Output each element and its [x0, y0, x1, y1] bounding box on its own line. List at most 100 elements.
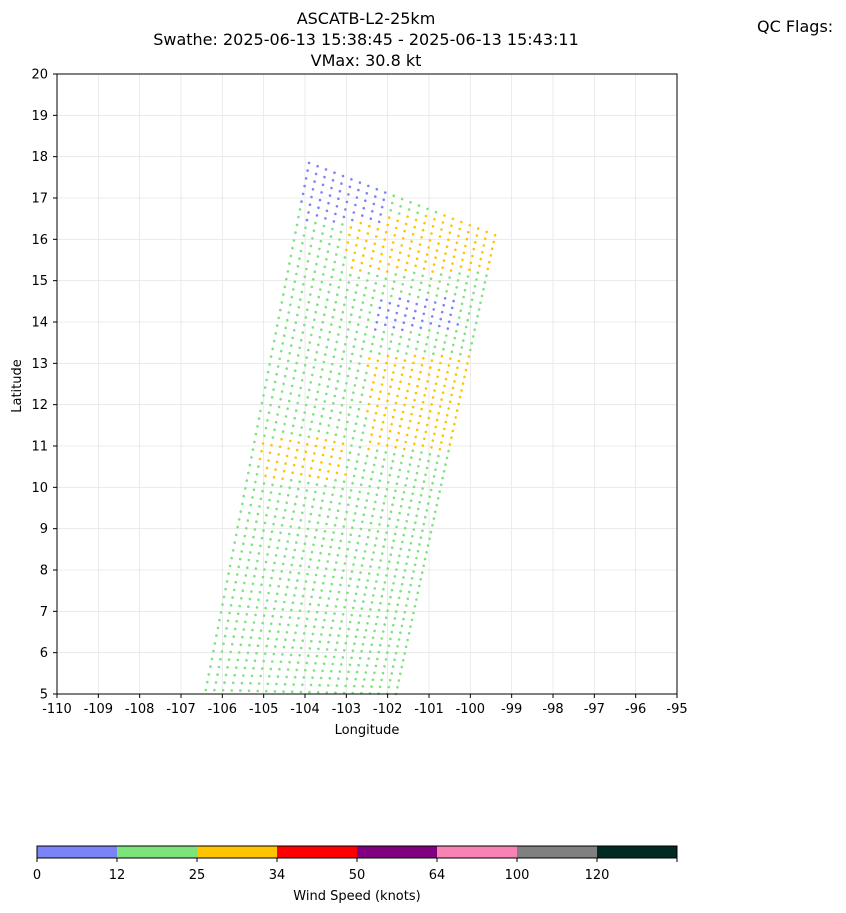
- wind-cell-point: [346, 547, 350, 551]
- wind-cell-point: [455, 329, 458, 333]
- wind-cell-point: [311, 505, 314, 509]
- wind-cell-point: [371, 470, 375, 474]
- wind-cell-point: [314, 573, 318, 577]
- wind-cell-point: [410, 368, 414, 372]
- wind-cell-point: [301, 639, 305, 642]
- wind-cell-point: [332, 355, 336, 359]
- wind-cell-point: [272, 388, 275, 391]
- x-tick-label: -105: [249, 702, 279, 717]
- wind-cell-point: [246, 566, 249, 569]
- wind-cell-point: [411, 449, 415, 453]
- wind-cell-point: [441, 434, 445, 438]
- wind-cell-point: [293, 369, 297, 373]
- wind-cell-point: [329, 235, 333, 238]
- wind-cell-point: [307, 435, 311, 439]
- wind-cell-point: [318, 514, 321, 517]
- wind-cell-point: [290, 432, 294, 435]
- wind-cell-point: [400, 461, 403, 465]
- wind-cell-point: [428, 537, 431, 541]
- wind-cell-point: [426, 336, 430, 339]
- wind-cell-point: [237, 518, 241, 521]
- wind-cell-point: [311, 373, 314, 377]
- wind-cell-point: [370, 257, 374, 260]
- wind-cell-point: [343, 562, 347, 565]
- wind-cell-point: [345, 248, 348, 252]
- wind-cell-point: [348, 320, 352, 324]
- wind-cell-point: [402, 321, 406, 325]
- wind-cell-point: [241, 635, 244, 639]
- wind-cell-point: [397, 475, 400, 479]
- wind-cell-point: [233, 673, 236, 677]
- wind-cell-point: [303, 363, 307, 367]
- x-tick-label: -95: [666, 702, 687, 717]
- wind-cell-point: [284, 415, 288, 418]
- wind-cell-point: [362, 386, 365, 389]
- wind-cell-point: [300, 200, 303, 203]
- wind-cell-point: [381, 509, 384, 512]
- wind-cell-point: [379, 516, 383, 519]
- wind-cell-point: [329, 545, 333, 549]
- colorbar-tick-label: 120: [585, 868, 610, 883]
- wind-cell-point: [434, 210, 438, 214]
- wind-cell-point: [340, 404, 344, 407]
- wind-cell-point: [364, 462, 367, 465]
- wind-cell-point: [311, 237, 314, 240]
- wind-cell-point: [273, 515, 277, 518]
- wind-cell-point: [355, 376, 358, 380]
- wind-cell-point: [305, 356, 309, 359]
- wind-cell-point: [407, 382, 411, 386]
- wind-cell-point: [355, 670, 359, 674]
- wind-cell-point: [349, 273, 352, 277]
- wind-cell-point: [345, 677, 349, 681]
- wind-cell-point: [403, 403, 406, 407]
- wind-cell-point: [236, 525, 239, 529]
- colorbar-segment: [437, 846, 518, 858]
- wind-cell-point: [373, 419, 376, 422]
- wind-cell-point: [445, 414, 449, 417]
- wind-cell-point: [356, 585, 359, 588]
- wind-cell-point: [306, 260, 310, 263]
- wind-cell-point: [295, 361, 299, 365]
- wind-cell-point: [313, 405, 317, 409]
- wind-cell-point: [328, 633, 332, 637]
- wind-cell-point: [423, 394, 426, 397]
- wind-cell-point: [329, 416, 332, 420]
- wind-cell-point: [401, 540, 404, 544]
- wind-cell-point: [240, 550, 243, 553]
- wind-cell-point: [319, 239, 323, 243]
- wind-cell-point: [396, 561, 400, 564]
- wind-cell-point: [367, 271, 371, 275]
- wind-cell-point: [419, 326, 423, 330]
- wind-cell-point: [298, 257, 301, 260]
- wind-cell-point: [370, 558, 374, 561]
- wind-cell-point: [322, 360, 326, 364]
- wind-cell-point: [344, 427, 348, 431]
- wind-cell-point: [411, 232, 415, 236]
- wind-cell-point: [387, 309, 390, 312]
- wind-cell-point: [344, 296, 348, 299]
- wind-cell-point: [361, 685, 365, 688]
- wind-cell-point: [312, 498, 316, 501]
- wind-cell-point: [375, 580, 378, 583]
- wind-cell-point: [440, 228, 443, 231]
- wind-cell-point: [443, 341, 447, 344]
- wind-cell-point: [402, 491, 406, 494]
- wind-cell-point: [307, 610, 310, 613]
- y-tick-label: 11: [31, 440, 48, 455]
- wind-cell-point: [257, 682, 261, 685]
- wind-cell-point: [399, 290, 403, 293]
- wind-cell-point: [428, 453, 432, 456]
- wind-cell-point: [304, 580, 308, 583]
- wind-cell-point: [337, 286, 341, 289]
- wind-cell-point: [293, 280, 297, 284]
- wind-cell-point: [325, 648, 329, 651]
- wind-cell-point: [311, 588, 315, 591]
- wind-cell-point: [393, 532, 397, 536]
- wind-cell-point: [359, 483, 363, 487]
- wind-cell-point: [337, 418, 341, 422]
- wind-cell-point: [300, 379, 304, 382]
- wind-cell-point: [283, 509, 287, 512]
- wind-cell-point: [316, 164, 319, 168]
- wind-cell-point: [380, 552, 384, 555]
- wind-cell-point: [361, 476, 365, 479]
